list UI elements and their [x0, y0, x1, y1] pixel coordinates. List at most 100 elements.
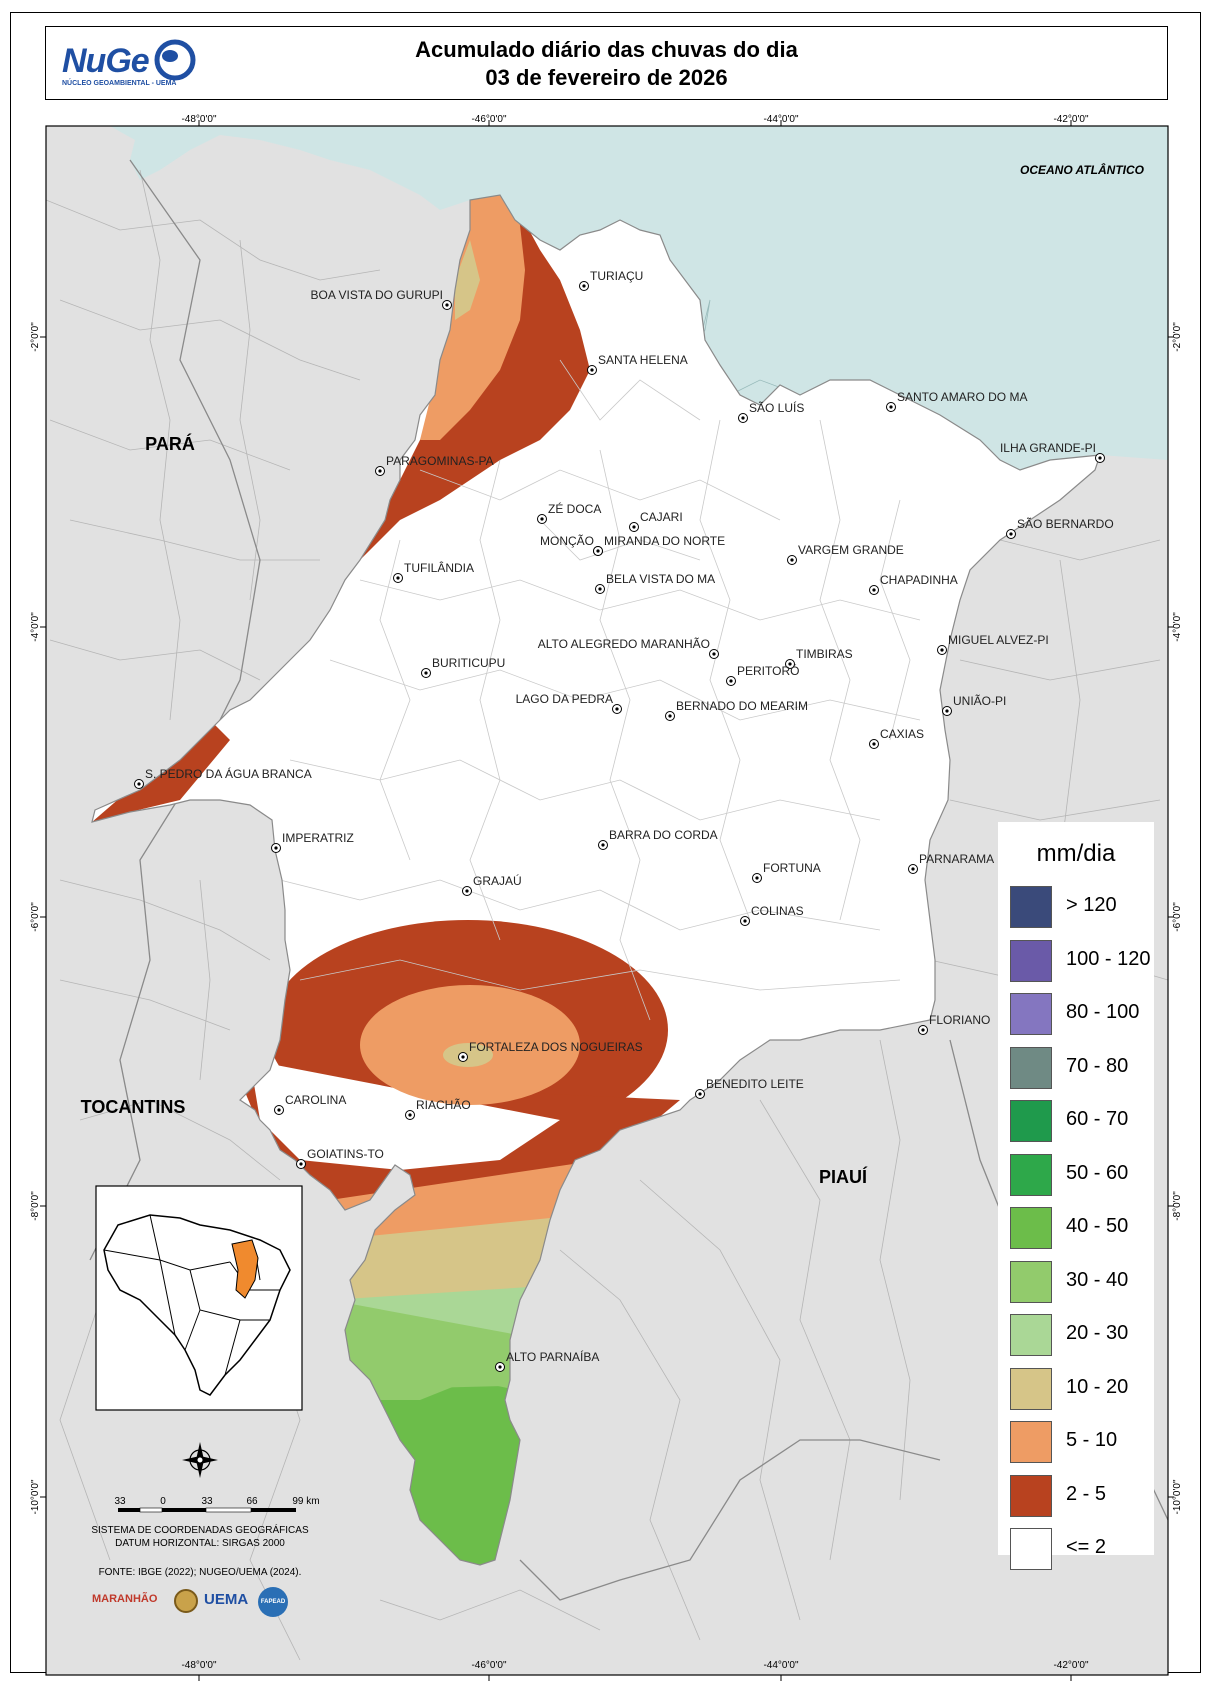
lat-label-left-10: -10°0'0" — [30, 1479, 41, 1514]
city-label: FORTUNA — [763, 861, 821, 875]
legend-item: 70 - 80 — [1006, 1045, 1152, 1091]
city-marker: CAROLINA — [274, 1093, 346, 1115]
city-marker: PERITORÓ — [726, 663, 799, 686]
region-label-para: PARÁ — [145, 433, 195, 454]
legend-label: 40 - 50 — [1066, 1215, 1129, 1237]
legend-label: 5 - 10 — [1066, 1429, 1118, 1451]
scale-tick-label: 33 — [114, 1496, 126, 1507]
city-marker: BELA VISTA DO MA — [595, 572, 715, 594]
city-label: IMPERATRIZ — [282, 831, 354, 845]
city-label: VARGEM GRANDE — [798, 543, 904, 557]
city-label: MIGUEL ALVEZ-PI — [948, 633, 1049, 647]
legend-label: 50 - 60 — [1066, 1161, 1129, 1184]
legend-item: 10 - 20 — [1006, 1366, 1152, 1412]
city-marker: BERNADO DO MEARIM — [665, 699, 808, 721]
lat-label-right-4: -4°0'0" — [1172, 612, 1183, 642]
legend-swatch — [1010, 886, 1052, 928]
legend-item: 50 - 60 — [1006, 1152, 1152, 1198]
globe-icon — [154, 39, 196, 81]
lon-label-bottom-42: -42°0'0" — [1053, 1660, 1088, 1671]
city-label: BOA VISTA DO GURUPI — [311, 288, 443, 302]
legend-item: 30 - 40 — [1006, 1259, 1152, 1305]
legend-label: 10 - 20 — [1066, 1375, 1129, 1398]
legend-label: 20 - 30 — [1066, 1322, 1129, 1344]
nugeo-logo: NuGe NÚCLEO GEOAMBIENTAL - UEMA — [62, 36, 202, 92]
city-label: TURIAÇU — [590, 269, 643, 283]
city-marker: GRAJAÚ — [462, 873, 522, 896]
scale-tick-label: 0 — [160, 1496, 166, 1507]
city-label: SANTA HELENA — [598, 353, 688, 367]
partner-logos: MARANHÃO UEMA FAPEAD — [92, 1585, 302, 1619]
crs-line1: SISTEMA DE COORDENADAS GEOGRÁFICAS — [91, 1525, 309, 1536]
city-label: BENEDITO LEITE — [706, 1077, 804, 1091]
legend-label: 30 - 40 — [1066, 1268, 1129, 1291]
lon-label-bottom-46: -46°0'0" — [471, 1660, 506, 1671]
uema-logo: UEMA — [204, 1591, 249, 1608]
lon-label-top-42: -42°0'0" — [1053, 114, 1088, 125]
city-label: COLINAS — [751, 904, 804, 918]
lat-label-right-6: -6°0'0" — [1172, 902, 1183, 932]
city-marker: SÃO BERNARDO — [1006, 517, 1114, 539]
lat-label-left-2: -2°0'0" — [30, 322, 41, 352]
legend-swatch — [1010, 1100, 1052, 1142]
legend-swatch — [1010, 1046, 1052, 1089]
map-subtitle: 03 de fevereiro de 2026 — [485, 65, 728, 90]
city-label: CHAPADINHA — [880, 573, 958, 587]
city-marker: ALTO PARNAÍBA — [495, 1349, 599, 1372]
legend-swatch — [1010, 1474, 1052, 1517]
city-label: CAJARI — [640, 510, 683, 524]
city-marker: S. PEDRO DA ÁGUA BRANCA — [134, 766, 312, 789]
lat-label-right-10: -10°0'0" — [1172, 1479, 1183, 1514]
city-label: LAGO DA PEDRA — [516, 692, 613, 706]
lon-label-top-48: -48°0'0" — [181, 114, 216, 125]
city-marker: SÃO LUÍS — [738, 400, 804, 423]
legend-label: 2 - 5 — [1066, 1482, 1107, 1505]
city-marker: TUFILÂNDIA — [393, 560, 474, 583]
city-marker: COLINAS — [740, 904, 804, 926]
city-label: SÃO BERNARDO — [1017, 517, 1114, 531]
lon-label-bottom-44: -44°0'0" — [763, 1660, 798, 1671]
city-label: BERNADO DO MEARIM — [676, 699, 808, 713]
city-marker: CHAPADINHA — [869, 573, 958, 595]
city-marker: FORTALEZA DOS NOGUEIRAS — [458, 1040, 643, 1062]
legend-swatch — [1010, 1153, 1052, 1196]
legend-label: 80 - 100 — [1066, 1001, 1140, 1023]
lat-label-left-4: -4°0'0" — [30, 612, 41, 642]
legend-label: 60 - 70 — [1066, 1108, 1129, 1130]
data-source: FONTE: IBGE (2022); NUGEO/UEMA (2024). — [98, 1567, 302, 1578]
city-label: BELA VISTA DO MA — [606, 572, 715, 586]
logo-name: NuGe — [62, 42, 150, 80]
legend-label: > 120 — [1066, 894, 1117, 916]
city-label: TUFILÂNDIA — [404, 560, 474, 575]
crs-line2: DATUM HORIZONTAL: SIRGAS 2000 — [115, 1538, 285, 1549]
legend-swatch — [1010, 939, 1052, 982]
scale-tick-label: 99 km — [292, 1496, 319, 1507]
legend-label: <= 2 — [1066, 1536, 1107, 1558]
city-label: BARRA DO CORDA — [609, 828, 718, 842]
city-label: SANTO AMARO DO MA — [897, 390, 1027, 404]
scale-tick-label: 66 — [246, 1496, 258, 1507]
city-marker: GOIATINS-TO — [296, 1147, 384, 1169]
city-marker: BARRA DO CORDA — [598, 828, 718, 850]
legend-item: 5 - 10 — [1006, 1419, 1152, 1465]
city-label: MONÇÃO — [540, 534, 594, 548]
city-label: TIMBIRAS — [796, 647, 853, 661]
legend-swatch — [1010, 1421, 1052, 1463]
city-label: CAROLINA — [285, 1093, 346, 1107]
city-label: GOIATINS-TO — [307, 1147, 384, 1161]
city-marker: FLORIANO — [918, 1013, 990, 1035]
inset-map — [95, 1185, 303, 1411]
legend-title: mm/dia — [1036, 840, 1116, 867]
city-marker: CAJARI — [629, 510, 683, 532]
legend-item: <= 2 — [1006, 1526, 1152, 1572]
legend-swatch — [1010, 1367, 1052, 1410]
lon-label-top-46: -46°0'0" — [471, 114, 506, 125]
city-marker: UNIÃO-PI — [942, 694, 1006, 716]
graticule-ticks — [40, 120, 1174, 1681]
city-marker: IMPERATRIZ — [271, 831, 354, 853]
scale-bar: 33 0 33 66 99 km — [114, 1496, 320, 1513]
city-label: SÃO LUÍS — [749, 400, 804, 415]
city-marker: TURIAÇU — [579, 269, 643, 291]
city-marker: PARNARAMA — [908, 852, 994, 874]
legend-swatch — [1010, 1314, 1052, 1356]
